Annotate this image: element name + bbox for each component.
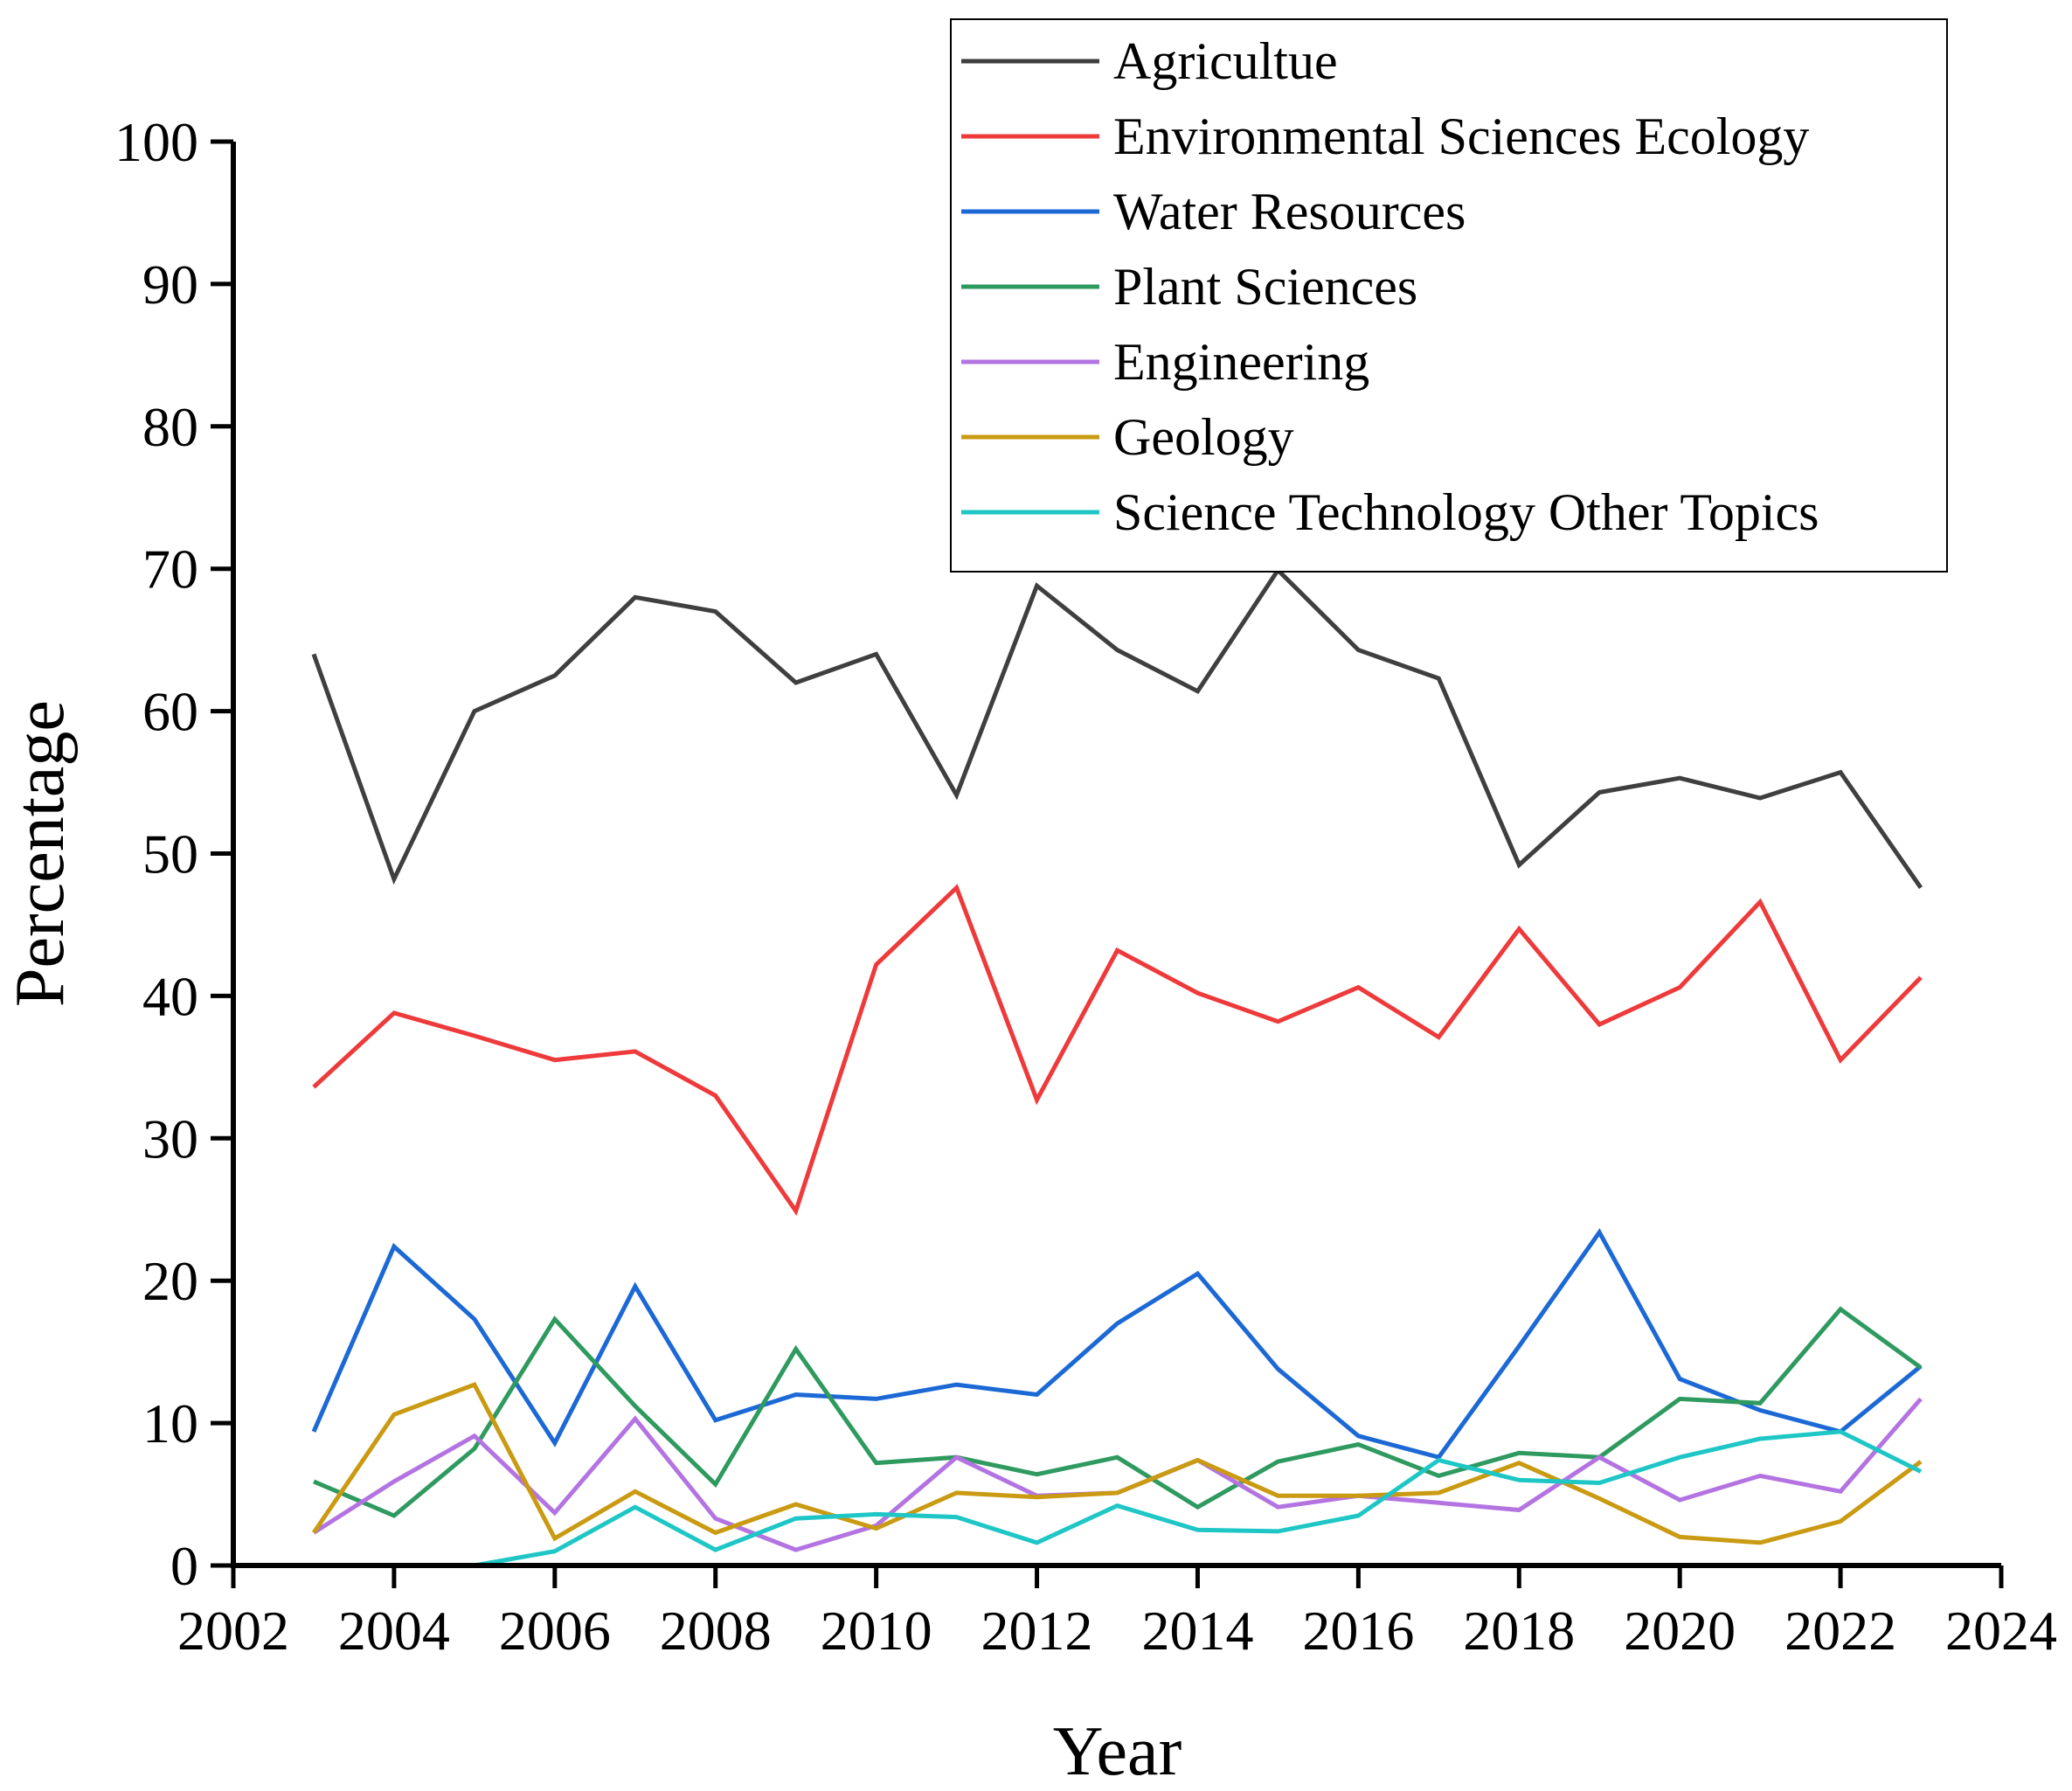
y-tick-label: 30: [142, 1107, 198, 1170]
x-tick-label: 2014: [1141, 1600, 1253, 1662]
y-tick-label: 60: [142, 681, 198, 743]
legend-box: [950, 18, 1948, 573]
x-tick-label: 2012: [981, 1600, 1093, 1662]
x-axis-ticks: 2002 2004 2006 2008 2010 2012 2014 2016 2018 2020…: [177, 1565, 2057, 1662]
y-tick-label: 90: [142, 253, 198, 316]
y-axis-ticks: 0 10 20 30 40 50 60 70 80 90 100: [114, 111, 233, 1597]
y-tick-label: 40: [142, 965, 198, 1027]
legend-label-agricultue: Agricultue: [1113, 32, 1338, 90]
series-line-plant-sciences: [313, 1306, 1923, 1518]
y-tick-label: 10: [142, 1392, 198, 1454]
x-tick-label: 2004: [338, 1600, 450, 1662]
x-tick-label: 2024: [1945, 1600, 2057, 1662]
series-lines: [311, 566, 1923, 1568]
series-line-geology: [311, 1381, 1923, 1545]
series-line-agricultue: [311, 566, 1923, 890]
y-tick-label: 80: [142, 396, 198, 458]
x-tick-label: 2022: [1784, 1600, 1896, 1662]
x-tick-label: 2006: [499, 1600, 611, 1662]
x-tick-label: 2008: [660, 1600, 772, 1662]
y-tick-label: 20: [142, 1250, 198, 1312]
legend-label-science-technology-other-topics: Science Technology Other Topics: [1113, 483, 1819, 541]
x-tick-label: 2002: [177, 1600, 289, 1662]
y-tick-label: 0: [170, 1535, 198, 1597]
legend-label-water-resources: Water Resources: [1113, 183, 1466, 240]
x-axis-title: Year: [1053, 1713, 1182, 1790]
legend-label-geology: Geology: [1113, 408, 1294, 466]
x-tick-label: 2016: [1302, 1600, 1414, 1662]
y-tick-label: 50: [142, 823, 198, 885]
x-tick-label: 2010: [821, 1600, 932, 1662]
legend-label-engineering: Engineering: [1113, 333, 1369, 391]
series-line-water-resources: [311, 1228, 1923, 1461]
y-tick-label: 100: [114, 111, 198, 173]
x-tick-label: 2018: [1463, 1600, 1575, 1662]
y-tick-label: 70: [142, 538, 198, 600]
legend: Agricultue Environmental Sciences Ecology…: [950, 18, 1948, 573]
series-line-environmental-sciences-ecology: [312, 884, 1923, 1216]
legend-label-plant-sciences: Plant Sciences: [1113, 258, 1417, 316]
x-tick-label: 2020: [1624, 1600, 1736, 1662]
series-line-science-technology-other-topics: [474, 1429, 1923, 1568]
series-line-engineering: [312, 1397, 1923, 1552]
legend-label-environmental-sciences-ecology: Environmental Sciences Ecology: [1113, 108, 1809, 165]
y-axis-title: Percentage: [2, 700, 79, 1007]
